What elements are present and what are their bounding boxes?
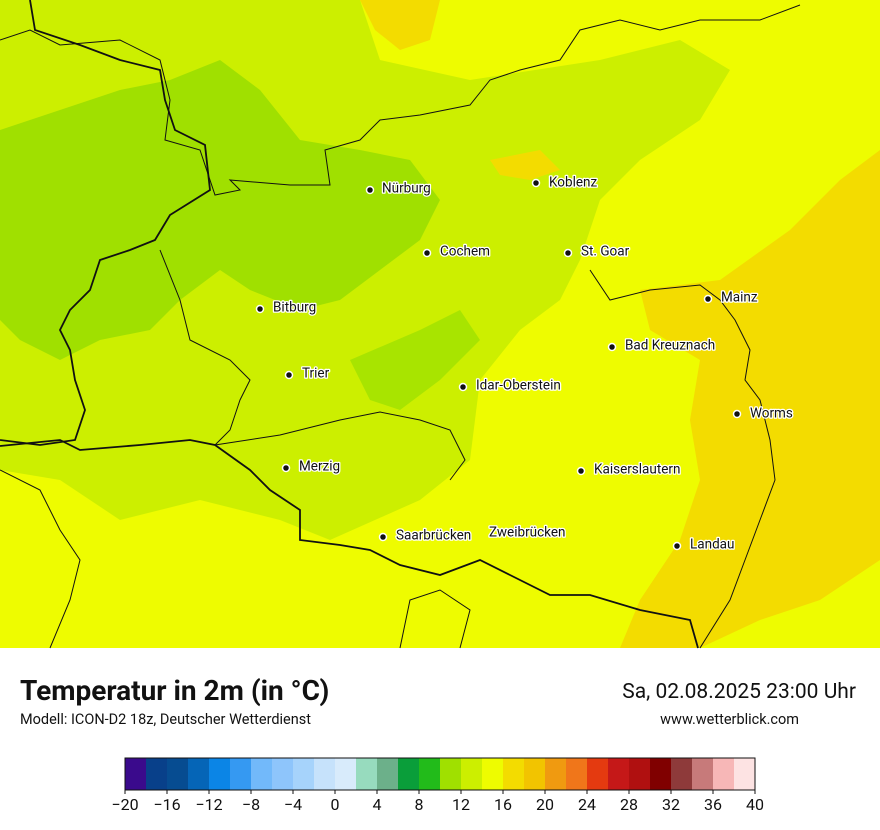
border [399,589,471,649]
border [214,411,466,481]
color-segment [734,758,756,790]
city-dot [281,463,291,473]
color-segment [293,758,315,790]
city-dot [255,304,265,314]
color-segment [566,758,588,790]
datetime: Sa, 02.08.2025 23:00 Uhr [622,680,856,704]
tick-label: 20 [536,795,554,814]
city-label: Koblenz [549,175,597,191]
city-dot [607,342,617,352]
tick-label: 4 [373,795,382,814]
city-label: Idar-Oberstein [476,378,561,394]
city-label: Nürburg [382,181,431,197]
cold-zone [0,60,440,360]
tick-label: 28 [620,795,638,814]
color-segment [440,758,462,790]
color-segment [188,758,210,790]
city-label: Landau [690,537,734,553]
color-segment [503,758,525,790]
color-segment [713,758,735,790]
city-label: Mainz [721,290,758,306]
color-segment [419,758,441,790]
tick-label: −8 [242,795,260,814]
color-segment [461,758,483,790]
color-segment [272,758,294,790]
color-segment [146,758,168,790]
color-segment [167,758,189,790]
city-label: Bad Kreuznach [625,338,715,354]
city-dot [732,409,742,419]
color-segment [335,758,357,790]
color-segment [314,758,336,790]
color-segment [125,758,147,790]
city-label: Merzig [299,459,340,475]
tick-label: 12 [452,795,470,814]
tick-label: 8 [415,795,424,814]
color-segment [209,758,231,790]
tick-label: 16 [494,795,512,814]
warm-zone [620,150,880,648]
colorbar-frame [124,757,756,791]
color-segment [482,758,504,790]
city-label: Worms [750,406,793,422]
city-label: Zweibrücken [489,525,566,541]
tick-label: 40 [746,795,764,814]
website: www.wetterblick.com [660,711,799,728]
tick-label: −16 [153,795,180,814]
border [0,0,211,446]
tick-label: −4 [284,795,302,814]
city-label: Bitburg [273,300,316,316]
city-label: Cochem [440,244,490,260]
border [0,4,801,196]
color-segment [356,758,378,790]
city-label: Saarbrücken [396,528,471,544]
color-segment [650,758,672,790]
tick-label: 36 [704,795,722,814]
color-segment [398,758,420,790]
cold-zone [350,310,480,410]
tick-label: −20 [111,795,138,814]
city-dot [365,185,375,195]
city-dot [531,178,541,188]
city-dot [576,466,586,476]
tick-label: 32 [662,795,680,814]
color-segment [629,758,651,790]
city-dot [284,370,294,380]
color-segment [692,758,714,790]
color-segment [524,758,546,790]
city-dot [458,382,468,392]
color-segment [251,758,273,790]
border [0,439,699,649]
city-dot [378,532,388,542]
border [0,469,81,649]
city-dot [422,248,432,258]
color-segment [230,758,252,790]
city-dot [563,248,573,258]
city-dot [703,294,713,304]
colorbar: −20 −16 −12 −8 −4 0 4 8 12 16 20 24 28 32 36 40 [111,757,764,814]
color-segment [587,758,609,790]
warm-zone [360,0,440,50]
city-label: Trier [302,366,330,382]
city-labels: Nürburg Koblenz Cochem St. Goar Bitburg … [255,173,794,554]
border [589,269,776,649]
tick-label: −12 [195,795,222,814]
city-label: Kaiserslautern [594,462,680,478]
map [0,0,880,649]
tick-label: 24 [578,795,596,814]
color-segment [671,758,693,790]
warm-zone [490,150,560,180]
color-segment [608,758,630,790]
city-dot [672,541,682,551]
city-label: St. Goar [581,244,630,260]
title: Temperatur in 2m (in °C) [20,674,329,707]
color-segment [545,758,567,790]
color-segment [377,758,399,790]
border [159,249,251,446]
tick-label: 0 [331,795,340,814]
model-info: Modell: ICON-D2 18z, Deutscher Wetterdie… [20,711,311,728]
